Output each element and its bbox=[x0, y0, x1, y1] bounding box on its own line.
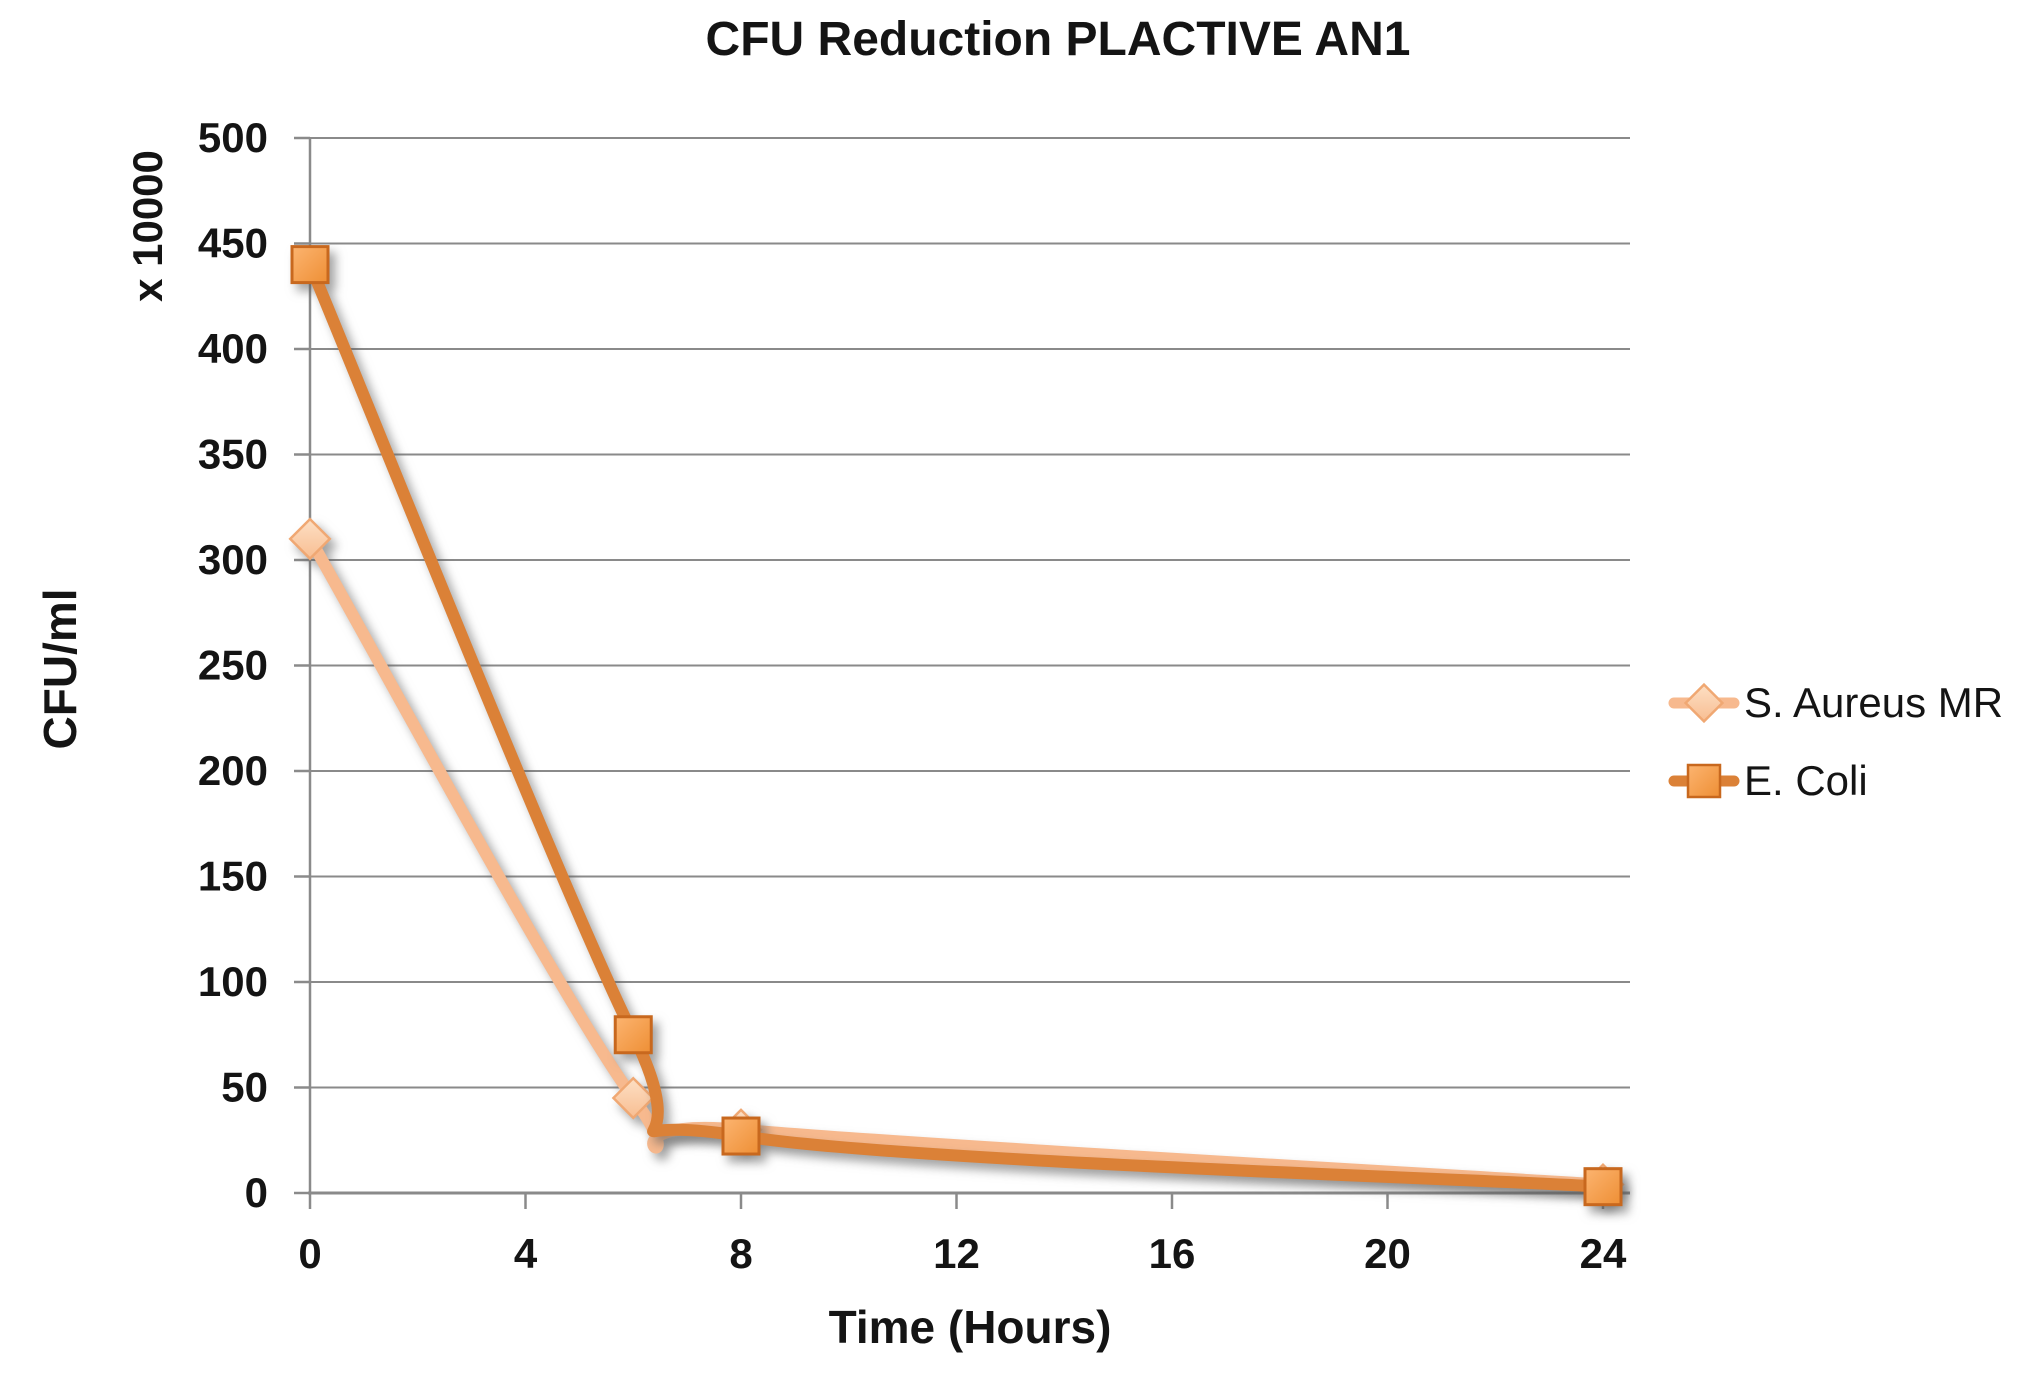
y-tick-label-400: 400 bbox=[198, 325, 268, 372]
series-e-coli bbox=[290, 245, 1623, 1207]
x-tick-label-24: 24 bbox=[1580, 1230, 1627, 1277]
y-tick-label-250: 250 bbox=[198, 642, 268, 689]
data-point-e-coli-0h bbox=[290, 245, 330, 285]
series-line-s-aureus-mr bbox=[304, 532, 1609, 1191]
data-point-s-aureus-mr-6h bbox=[611, 1076, 655, 1120]
y-tick-label-0: 0 bbox=[245, 1169, 268, 1216]
y-tick-label-50: 50 bbox=[221, 1064, 268, 1111]
gridlines bbox=[310, 137, 1630, 1089]
data-point-e-coli-6h bbox=[613, 1015, 653, 1055]
x-tick-label-0: 0 bbox=[298, 1230, 321, 1277]
data-point-e-coli-8h bbox=[721, 1116, 761, 1156]
legend-item-e-coli[interactable]: E. Coli bbox=[1668, 756, 2003, 806]
series-line-e-coli bbox=[304, 258, 1609, 1193]
x-tick-label-8: 8 bbox=[729, 1230, 752, 1277]
y-tick-label-300: 300 bbox=[198, 536, 268, 583]
x-tick-label-12: 12 bbox=[933, 1230, 980, 1277]
x-tick-label-4: 4 bbox=[514, 1230, 538, 1277]
y-tick-label-450: 450 bbox=[198, 220, 268, 267]
y-tick-label-100: 100 bbox=[198, 958, 268, 1005]
x-tick-label-16: 16 bbox=[1149, 1230, 1196, 1277]
y-tick-label-500: 500 bbox=[198, 114, 268, 161]
legend-label-e-coli: E. Coli bbox=[1744, 757, 1868, 804]
series-s-aureus-mr bbox=[288, 517, 1625, 1207]
legend: S. Aureus MR E. Coli bbox=[1668, 678, 2003, 806]
axes: 0 50 100 150 200 250 300 350 400 450 500 0 4 8 12 16 20 2… bbox=[198, 114, 1630, 1277]
data-point-s-aureus-mr-0h bbox=[288, 517, 332, 561]
x-axis-title: Time (Hours) bbox=[828, 1301, 1112, 1353]
y-tick-label-150: 150 bbox=[198, 853, 268, 900]
legend-item-s-aureus-mr[interactable]: S. Aureus MR bbox=[1668, 678, 2003, 728]
data-point-e-coli-24h bbox=[1583, 1167, 1623, 1207]
legend-label-s-aureus-mr: S. Aureus MR bbox=[1744, 679, 2004, 726]
chart-title: CFU Reduction PLACTIVE AN1 bbox=[705, 13, 1411, 66]
legend-square-marker-icon bbox=[1668, 763, 1740, 799]
y-tick-label-200: 200 bbox=[198, 747, 268, 794]
y-tick-label-350: 350 bbox=[198, 431, 268, 478]
legend-diamond-marker-icon bbox=[1668, 682, 1740, 724]
x-tick-label-20: 20 bbox=[1364, 1230, 1411, 1277]
